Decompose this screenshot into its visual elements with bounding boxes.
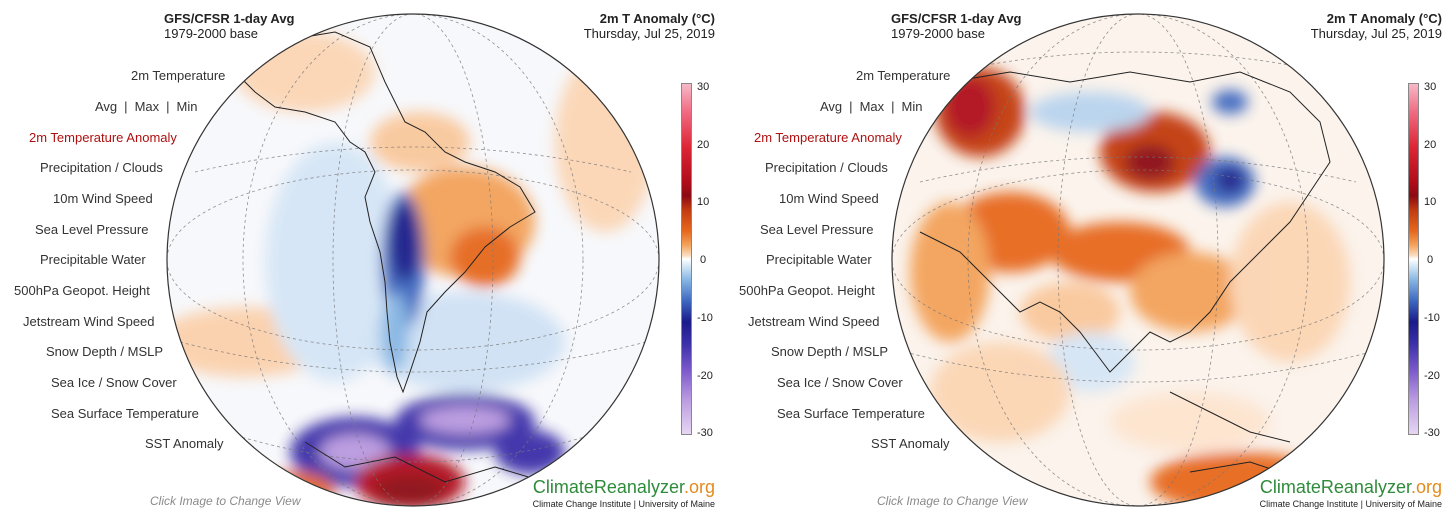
menu-avg-max-min: Avg | Max | Min (95, 99, 198, 114)
menu-10m-wind-speed[interactable]: 10m Wind Speed (53, 191, 153, 206)
model-title: GFS/CFSR 1-day Avg (891, 11, 1022, 26)
colorbar-tick: -30 (697, 427, 713, 439)
date-label: Thursday, Jul 25, 2019 (583, 26, 715, 41)
colorbar-tick: -10 (1424, 312, 1440, 324)
variable-title: 2m T Anomaly (°C) (1326, 11, 1442, 26)
map-panel-south-america: GFS/CFSR 1-day Avg 1979-2000 base 2m T A… (0, 0, 725, 523)
colorbar-tick: 20 (1424, 139, 1437, 151)
menu-sea-surface-temperature[interactable]: Sea Surface Temperature (51, 406, 199, 421)
menu-avg-link[interactable]: Avg (820, 99, 843, 114)
menu-min-link[interactable]: Min (901, 99, 923, 114)
menu-jetstream-wind-speed[interactable]: Jetstream Wind Speed (748, 314, 880, 329)
menu-10m-wind-speed[interactable]: 10m Wind Speed (779, 191, 879, 206)
menu-sea-ice-snow-cover[interactable]: Sea Ice / Snow Cover (51, 375, 177, 390)
menu-jetstream-wind-speed[interactable]: Jetstream Wind Speed (23, 314, 155, 329)
anomaly-globe-map[interactable] (165, 12, 661, 508)
menu-500hpa-geopot-height[interactable]: 500hPa Geopot. Height (739, 283, 875, 298)
menu-max-link[interactable]: Max (859, 99, 885, 114)
colorbar-tick: -30 (1424, 427, 1440, 439)
header-model-info: GFS/CFSR 1-day Avg 1979-2000 base (164, 11, 295, 41)
brand-subtitle: Climate Change Institute | University of… (1259, 499, 1442, 509)
menu-precipitable-water[interactable]: Precipitable Water (40, 252, 146, 267)
header-variable-info: 2m T Anomaly (°C) Thursday, Jul 25, 2019 (584, 11, 715, 41)
menu-2m-temperature[interactable]: 2m Temperature (131, 68, 226, 83)
menu-precipitable-water[interactable]: Precipitable Water (766, 252, 872, 267)
menu-avg-link[interactable]: Avg (95, 99, 118, 114)
menu-max-link[interactable]: Max (134, 99, 160, 114)
variable-title: 2m T Anomaly (°C) (599, 11, 715, 26)
anomaly-colorbar (1408, 83, 1419, 435)
menu-500hpa-geopot-height[interactable]: 500hPa Geopot. Height (14, 283, 150, 298)
climate-reanalyzer-logo[interactable]: ClimateReanalyzer.org Climate Change Ins… (532, 477, 715, 509)
menu-sst-anomaly[interactable]: SST Anomaly (871, 436, 950, 451)
menu-snow-depth-mslp[interactable]: Snow Depth / MSLP (771, 344, 889, 359)
colorbar-tick: -20 (697, 370, 713, 382)
menu-sea-ice-snow-cover[interactable]: Sea Ice / Snow Cover (777, 375, 903, 390)
header-variable-info: 2m T Anomaly (°C) Thursday, Jul 25, 2019 (1311, 11, 1442, 41)
menu-sea-level-pressure[interactable]: Sea Level Pressure (760, 222, 874, 237)
header-model-info: GFS/CFSR 1-day Avg 1979-2000 base (891, 11, 1022, 41)
menu-sea-surface-temperature[interactable]: Sea Surface Temperature (777, 406, 925, 421)
anomaly-globe-map[interactable] (890, 12, 1386, 508)
menu-min-link[interactable]: Min (176, 99, 198, 114)
click-hint: Click Image to Change View (150, 494, 301, 508)
base-period: 1979-2000 base (164, 26, 258, 41)
colorbar-tick: 20 (697, 139, 710, 151)
colorbar-tick: 30 (697, 81, 710, 93)
brand-subtitle: Climate Change Institute | University of… (532, 499, 715, 509)
colorbar-tick: 10 (697, 196, 710, 208)
colorbar-tick: 30 (1424, 81, 1437, 93)
menu-precipitation-clouds[interactable]: Precipitation / Clouds (40, 160, 163, 175)
menu-sea-level-pressure[interactable]: Sea Level Pressure (35, 222, 149, 237)
map-panel-asia: GFS/CFSR 1-day Avg 1979-2000 base 2m T A… (727, 0, 1452, 523)
menu-2m-temperature-anomaly[interactable]: 2m Temperature Anomaly (754, 130, 902, 145)
colorbar-tick: 0 (700, 254, 707, 266)
menu-avg-max-min: Avg | Max | Min (820, 99, 923, 114)
climate-reanalyzer-logo[interactable]: ClimateReanalyzer.org Climate Change Ins… (1259, 477, 1442, 509)
base-period: 1979-2000 base (891, 26, 985, 41)
menu-2m-temperature-anomaly[interactable]: 2m Temperature Anomaly (29, 130, 177, 145)
colorbar-tick: 10 (1424, 196, 1437, 208)
menu-sst-anomaly[interactable]: SST Anomaly (145, 436, 224, 451)
colorbar-tick: -20 (1424, 370, 1440, 382)
menu-precipitation-clouds[interactable]: Precipitation / Clouds (765, 160, 888, 175)
menu-snow-depth-mslp[interactable]: Snow Depth / MSLP (46, 344, 164, 359)
anomaly-colorbar (681, 83, 692, 435)
colorbar-tick: -10 (697, 312, 713, 324)
colorbar-tick: 0 (1427, 254, 1434, 266)
click-hint: Click Image to Change View (877, 494, 1028, 508)
date-label: Thursday, Jul 25, 2019 (1310, 26, 1442, 41)
menu-2m-temperature[interactable]: 2m Temperature (856, 68, 951, 83)
model-title: GFS/CFSR 1-day Avg (164, 11, 295, 26)
